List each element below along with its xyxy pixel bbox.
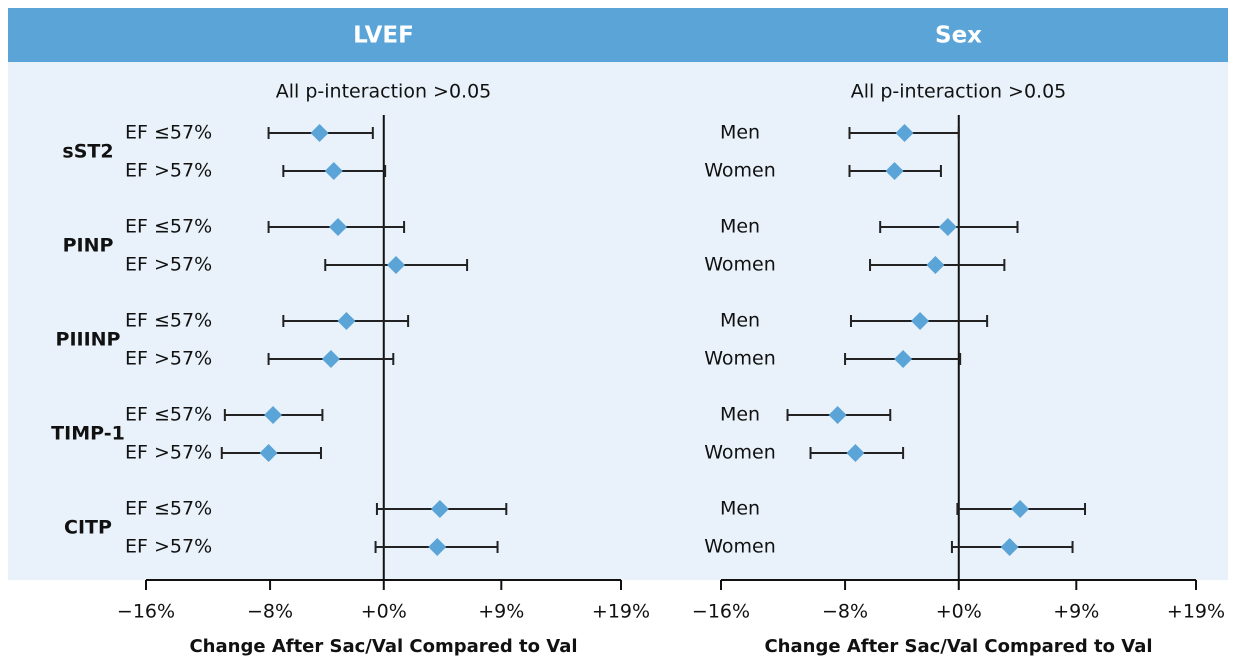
x-tick-label: −8% bbox=[822, 601, 868, 623]
row-label: EF ≤57% bbox=[125, 310, 212, 332]
row-label: Men bbox=[720, 216, 760, 238]
panel-title: LVEF bbox=[353, 23, 414, 49]
point-estimate bbox=[926, 256, 945, 274]
row-label: EF >57% bbox=[125, 442, 212, 464]
x-axis-label: Change After Sac/Val Compared to Val bbox=[189, 636, 577, 657]
x-tick-label: −8% bbox=[247, 601, 293, 623]
row-label: Women bbox=[704, 442, 776, 464]
point-estimate bbox=[1011, 500, 1030, 518]
panel-title: Sex bbox=[935, 23, 982, 49]
point-estimate bbox=[324, 162, 343, 180]
x-tick-label: −16% bbox=[117, 601, 175, 623]
point-estimate bbox=[428, 538, 447, 556]
row-label: Men bbox=[720, 498, 760, 520]
row-label: Women bbox=[704, 160, 776, 182]
point-estimate bbox=[264, 406, 283, 424]
row-label: EF ≤57% bbox=[125, 122, 212, 144]
point-estimate bbox=[259, 444, 278, 462]
group-label: PINP bbox=[63, 235, 114, 257]
row-label: Men bbox=[720, 122, 760, 144]
x-tick-label: +19% bbox=[1167, 601, 1225, 623]
point-estimate bbox=[329, 218, 348, 236]
row-label: Men bbox=[720, 404, 760, 426]
row-label: Women bbox=[704, 348, 776, 370]
point-estimate bbox=[430, 500, 449, 518]
point-estimate bbox=[386, 256, 405, 274]
point-estimate bbox=[828, 406, 847, 424]
point-estimate bbox=[337, 312, 356, 330]
group-label: TIMP-1 bbox=[51, 423, 125, 445]
row-label: EF ≤57% bbox=[125, 498, 212, 520]
x-tick-label: +0% bbox=[936, 601, 982, 623]
point-estimate bbox=[895, 124, 914, 142]
row-label: EF >57% bbox=[125, 536, 212, 558]
row-label: EF ≤57% bbox=[125, 216, 212, 238]
x-tick-label: +19% bbox=[592, 601, 650, 623]
x-tick-label: +0% bbox=[361, 601, 407, 623]
point-estimate bbox=[885, 162, 904, 180]
plot-background bbox=[8, 62, 1228, 580]
group-label: CITP bbox=[64, 517, 112, 539]
group-label: sST2 bbox=[62, 141, 113, 163]
annotation: All p-interaction >0.05 bbox=[276, 81, 492, 103]
group-label: PIIINP bbox=[56, 329, 121, 351]
point-estimate bbox=[1000, 538, 1019, 556]
point-estimate bbox=[911, 312, 930, 330]
annotation: All p-interaction >0.05 bbox=[851, 81, 1067, 103]
x-tick-label: −16% bbox=[692, 601, 750, 623]
point-estimate bbox=[938, 218, 957, 236]
row-label: EF ≤57% bbox=[125, 404, 212, 426]
row-label: Women bbox=[704, 536, 776, 558]
point-estimate bbox=[310, 124, 329, 142]
row-label: Men bbox=[720, 310, 760, 332]
point-estimate bbox=[846, 444, 865, 462]
header-band bbox=[8, 8, 1228, 62]
x-tick-label: +9% bbox=[1053, 601, 1099, 623]
row-label: EF >57% bbox=[125, 254, 212, 276]
point-estimate bbox=[321, 350, 340, 368]
row-label: EF >57% bbox=[125, 348, 212, 370]
row-label: Women bbox=[704, 254, 776, 276]
x-axis-label: Change After Sac/Val Compared to Val bbox=[764, 636, 1152, 657]
point-estimate bbox=[894, 350, 913, 368]
x-tick-label: +9% bbox=[478, 601, 524, 623]
row-label: EF >57% bbox=[125, 160, 212, 182]
